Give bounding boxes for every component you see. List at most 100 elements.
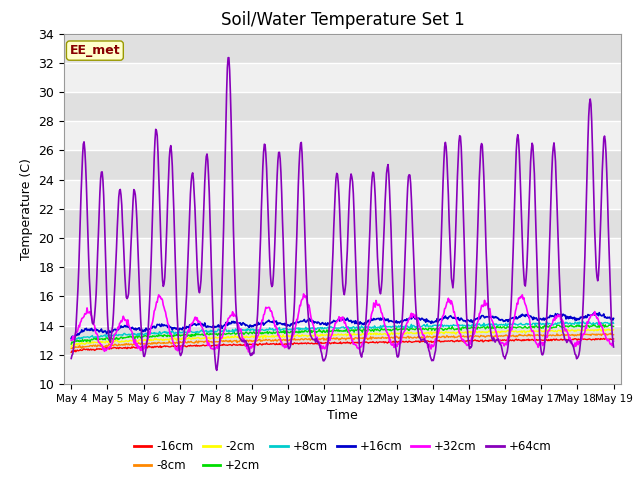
+32cm xyxy=(77,319,85,324)
+8cm xyxy=(78,335,86,340)
Line: +64cm: +64cm xyxy=(71,58,614,371)
Bar xyxy=(64,34,621,63)
-2cm xyxy=(595,326,603,332)
+2cm xyxy=(67,341,75,347)
+32cm xyxy=(410,312,417,317)
+32cm xyxy=(610,338,618,344)
-2cm xyxy=(408,330,416,336)
Line: +2cm: +2cm xyxy=(71,324,614,344)
Bar xyxy=(64,63,621,92)
-8cm xyxy=(189,340,196,346)
-16cm xyxy=(67,349,75,355)
+16cm xyxy=(67,336,75,341)
+32cm xyxy=(217,336,225,342)
-8cm xyxy=(610,332,618,337)
-8cm xyxy=(607,330,614,336)
-8cm xyxy=(218,338,225,344)
Line: -2cm: -2cm xyxy=(71,329,614,347)
+16cm xyxy=(424,318,432,324)
+16cm xyxy=(77,329,85,335)
+64cm xyxy=(67,356,75,361)
+32cm xyxy=(426,341,433,347)
+64cm xyxy=(426,349,433,355)
+16cm xyxy=(610,315,618,321)
-8cm xyxy=(78,346,86,351)
+8cm xyxy=(189,329,196,335)
Line: +32cm: +32cm xyxy=(71,294,614,352)
Line: -16cm: -16cm xyxy=(71,338,614,352)
+2cm xyxy=(188,332,196,337)
+32cm xyxy=(188,320,196,326)
-8cm xyxy=(67,346,75,351)
-16cm xyxy=(610,336,618,342)
+32cm xyxy=(67,337,75,343)
Bar xyxy=(64,325,621,355)
-2cm xyxy=(217,337,225,343)
+64cm xyxy=(213,368,221,373)
Title: Soil/Water Temperature Set 1: Soil/Water Temperature Set 1 xyxy=(221,11,464,29)
-2cm xyxy=(188,336,196,342)
-8cm xyxy=(70,346,77,351)
-16cm xyxy=(217,342,225,348)
-2cm xyxy=(77,341,85,347)
Line: +8cm: +8cm xyxy=(71,322,614,340)
+8cm xyxy=(67,336,75,342)
+16cm xyxy=(188,323,196,328)
+32cm xyxy=(300,291,307,297)
-8cm xyxy=(134,341,141,347)
+8cm xyxy=(409,323,417,328)
-16cm xyxy=(133,345,141,351)
+64cm xyxy=(133,216,141,222)
+8cm xyxy=(557,319,564,324)
+2cm xyxy=(424,327,432,333)
-16cm xyxy=(602,336,610,341)
+16cm xyxy=(133,326,141,332)
+2cm xyxy=(77,338,85,344)
X-axis label: Time: Time xyxy=(327,409,358,422)
+16cm xyxy=(217,322,225,328)
+64cm xyxy=(225,55,233,60)
+8cm xyxy=(134,331,141,336)
+16cm xyxy=(408,314,416,320)
Text: EE_met: EE_met xyxy=(70,44,120,57)
+8cm xyxy=(72,337,79,343)
-8cm xyxy=(425,334,433,339)
Legend: -16cm, -8cm, -2cm, +2cm, +8cm, +16cm, +32cm, +64cm: -16cm, -8cm, -2cm, +2cm, +8cm, +16cm, +3… xyxy=(129,435,556,477)
Bar xyxy=(64,209,621,238)
+2cm xyxy=(217,333,225,338)
+2cm xyxy=(133,334,141,339)
-8cm xyxy=(409,335,417,341)
Bar xyxy=(64,121,621,150)
-2cm xyxy=(424,330,432,336)
+8cm xyxy=(218,328,225,334)
+64cm xyxy=(218,305,225,311)
-2cm xyxy=(67,344,75,350)
+32cm xyxy=(244,349,252,355)
+16cm xyxy=(595,310,603,315)
+2cm xyxy=(408,326,416,332)
-2cm xyxy=(133,339,141,345)
+64cm xyxy=(410,255,417,261)
Bar xyxy=(64,355,621,384)
Bar xyxy=(64,92,621,121)
+8cm xyxy=(425,324,433,329)
+2cm xyxy=(610,324,618,329)
+64cm xyxy=(188,172,196,178)
-16cm xyxy=(188,343,196,348)
-16cm xyxy=(77,348,85,353)
Y-axis label: Temperature (C): Temperature (C) xyxy=(20,158,33,260)
+8cm xyxy=(610,321,618,326)
Line: -8cm: -8cm xyxy=(71,333,614,348)
-16cm xyxy=(424,338,432,344)
Bar xyxy=(64,238,621,267)
Bar xyxy=(64,267,621,296)
Bar xyxy=(64,296,621,325)
+64cm xyxy=(77,192,85,197)
Bar xyxy=(64,180,621,209)
Bar xyxy=(64,150,621,180)
+32cm xyxy=(133,341,141,347)
+64cm xyxy=(610,344,618,350)
Line: +16cm: +16cm xyxy=(71,312,614,338)
-16cm xyxy=(408,339,416,345)
+2cm xyxy=(607,321,614,327)
